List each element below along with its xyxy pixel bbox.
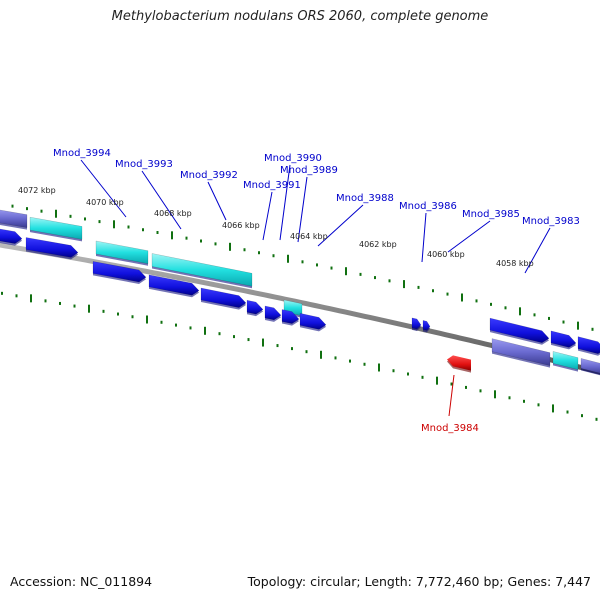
- cds-feature: [552, 351, 579, 370]
- gene-arrow: [299, 312, 327, 330]
- cds-feature: [580, 358, 600, 374]
- callout-line: [524, 227, 551, 274]
- gene-label[interactable]: Mnod_3984: [421, 423, 479, 434]
- scale-label: 4058 kbp: [496, 259, 534, 268]
- gene-callouts: Mnod_3994 Mnod_3993 Mnod_3992 Mnod_3991 Mnod…: [53, 148, 580, 434]
- gene-label[interactable]: Mnod_3992: [180, 170, 238, 181]
- gene-arrow: [0, 228, 23, 244]
- genome-summary: Topology: circular; Length: 7,772,460 bp…: [247, 574, 591, 589]
- reverse-gene-arrow: [447, 355, 471, 371]
- gene-label[interactable]: Mnod_3993: [115, 159, 173, 170]
- gene-arrow: [281, 309, 300, 324]
- gene-arrow: [577, 336, 600, 354]
- gene-label[interactable]: Mnod_3988: [336, 193, 394, 204]
- cds-feature: [29, 216, 83, 240]
- outer-scale-ticks: [11, 204, 594, 331]
- scale-label: 4072 kbp: [18, 186, 56, 195]
- gene-arrow: [25, 237, 79, 258]
- gene-arrow: [489, 317, 550, 343]
- gene-label[interactable]: Mnod_3989: [280, 165, 338, 176]
- gene-label[interactable]: Mnod_3994: [53, 148, 111, 159]
- scale-label: 4064 kbp: [290, 232, 328, 241]
- callout-line: [317, 204, 364, 247]
- scale-label: 4060 kbp: [427, 250, 465, 259]
- scale-label: 4070 kbp: [86, 198, 124, 207]
- gene-label[interactable]: Mnod_3985: [462, 209, 520, 220]
- callout-line: [207, 181, 227, 221]
- callout-line: [141, 170, 182, 230]
- accession-label: Accession: NC_011894: [10, 574, 153, 589]
- map-title: Methylobacterium nodulans ORS 2060, comp…: [111, 9, 489, 24]
- gene-arrow: [422, 320, 431, 331]
- scale-labels: 4072 kbp 4070 kbp 4068 kbp 4066 kbp 4064 kbp…: [18, 186, 534, 268]
- callout-line: [297, 176, 308, 243]
- gene-arrow: [246, 299, 264, 315]
- gene-arrow: [550, 330, 577, 348]
- callout-line: [279, 164, 291, 241]
- cds-feature: [491, 338, 551, 366]
- callout-line: [421, 212, 427, 263]
- gene-arrow: [411, 317, 422, 330]
- inner-scale-ticks: [1, 291, 598, 421]
- gene-label[interactable]: Mnod_3983: [522, 216, 580, 227]
- cds-feature: [151, 253, 253, 287]
- gene-label[interactable]: Mnod_3990: [264, 153, 322, 164]
- gene-arrow: [264, 305, 282, 321]
- gene-label[interactable]: Mnod_3991: [243, 180, 301, 191]
- callout-line: [448, 374, 455, 417]
- callout-line: [447, 220, 491, 253]
- callout-line: [262, 191, 273, 241]
- gene-features: [0, 209, 600, 376]
- cds-feature: [95, 240, 149, 264]
- gene-arrow: [92, 261, 147, 283]
- gene-arrow: [148, 274, 200, 296]
- gene-label[interactable]: Mnod_3986: [399, 201, 457, 212]
- scale-label: 4068 kbp: [154, 209, 192, 218]
- gene-arrow: [200, 287, 247, 308]
- scale-label: 4062 kbp: [359, 240, 397, 249]
- scale-label: 4066 kbp: [222, 221, 260, 230]
- cds-feature: [0, 209, 28, 228]
- callout-line: [80, 159, 127, 218]
